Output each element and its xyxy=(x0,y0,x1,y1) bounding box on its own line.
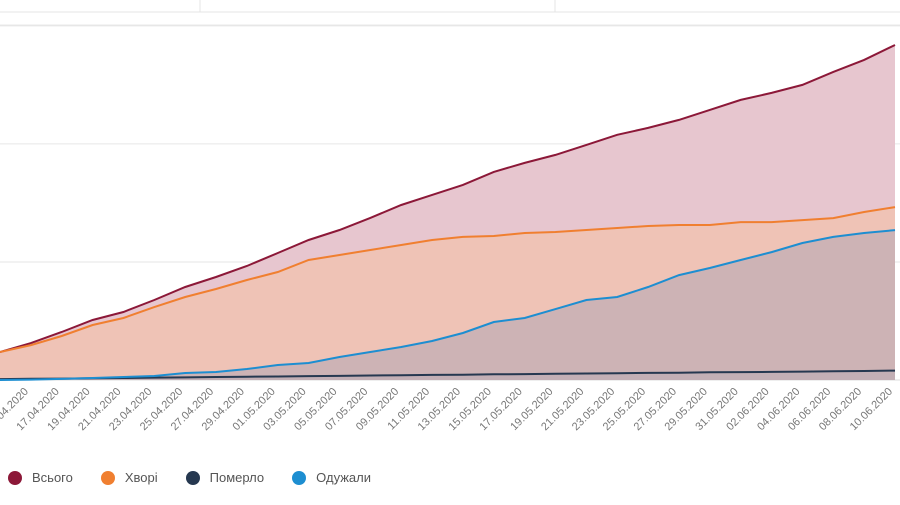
table-frame xyxy=(0,0,900,26)
legend-dot-icon xyxy=(100,470,115,485)
legend-dot-icon xyxy=(185,470,200,485)
legend-label: Померло xyxy=(209,470,265,485)
legend-item-died[interactable]: Померло xyxy=(185,470,265,485)
legend-label: Всього xyxy=(32,470,73,485)
line-series-2 xyxy=(0,369,896,381)
legend-item-recovered[interactable]: Одужали xyxy=(292,470,371,485)
legend-dot-icon xyxy=(292,470,307,485)
legend-item-sick[interactable]: Хворі xyxy=(100,470,158,485)
line-series-0 xyxy=(0,44,896,353)
x-axis-labels: 13.04.202015.04.202017.04.202019.04.2020… xyxy=(0,386,895,433)
lines xyxy=(0,44,896,381)
legend: Всього Хворі Померло Одужали xyxy=(8,470,399,485)
line-series-3 xyxy=(0,229,896,381)
legend-label: Одужали xyxy=(316,470,371,485)
legend-dot-icon xyxy=(8,470,22,485)
line-series-1 xyxy=(0,206,896,353)
area-series-3 xyxy=(0,230,895,380)
legend-label: Хворі xyxy=(124,470,158,485)
legend-item-total[interactable]: Всього xyxy=(8,470,73,485)
